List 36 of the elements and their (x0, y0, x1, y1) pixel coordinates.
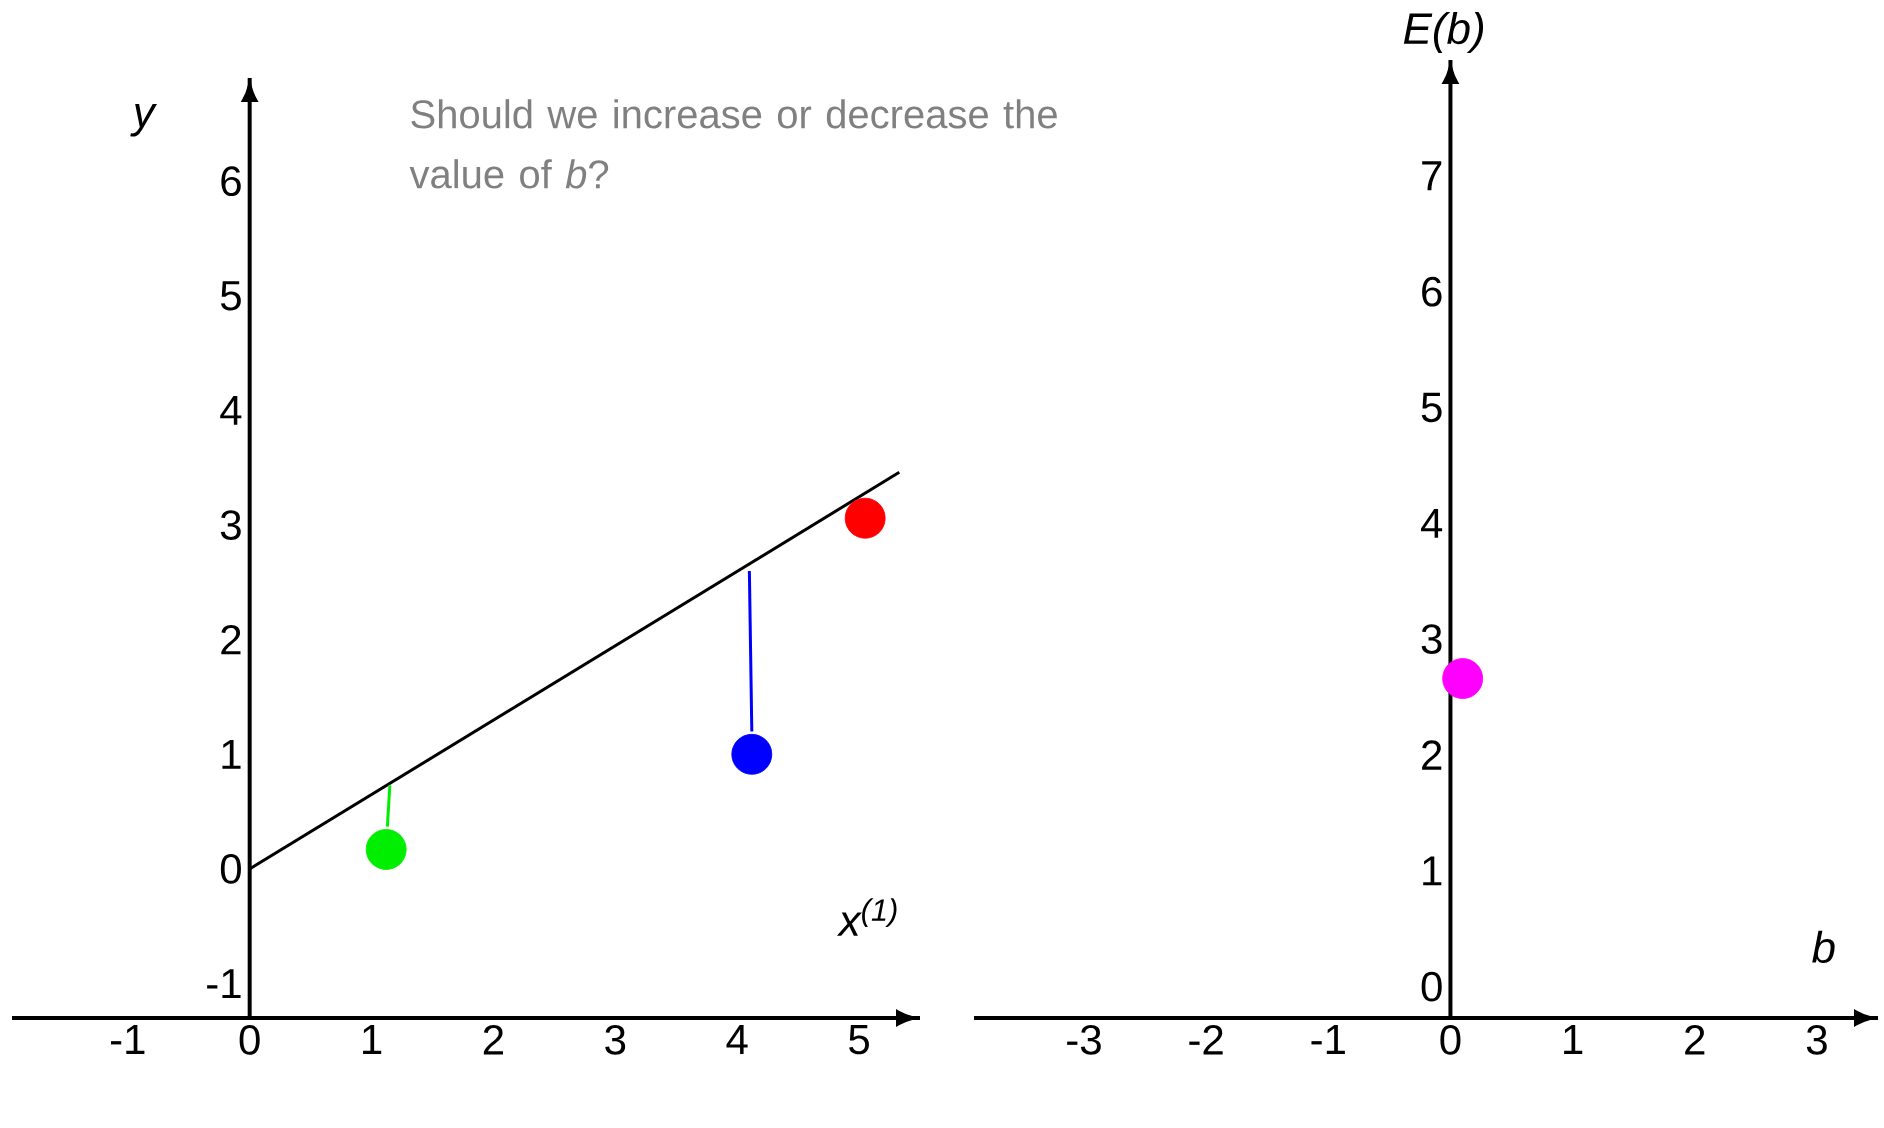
y-tick-label: -1 (207, 969, 241, 999)
y-tick-label: 3 (1421, 624, 1442, 655)
point (731, 733, 773, 775)
x-axis-title: x$^{(1)}$ (836, 898, 897, 936)
y-tick-label: 0 (1421, 971, 1442, 1002)
x-tick-label: -2 (1189, 1025, 1223, 1055)
annotation: Should we increase or decrease the value of b? (409, 99, 1057, 189)
y-tick-label: 6 (221, 166, 241, 197)
y-tick-label: 4 (1420, 508, 1443, 538)
y-tick-label: 4 (220, 395, 242, 425)
y-tick-label: 7 (1422, 161, 1442, 191)
y-tick-label: 3 (220, 510, 241, 540)
point (365, 829, 407, 870)
y-tick-label: 5 (220, 281, 241, 311)
x-tick-label: 4 (726, 1025, 748, 1054)
y-tick-label: 5 (1421, 392, 1442, 423)
x-tick-label: 2 (483, 1025, 503, 1055)
x-axis-title: b (1812, 930, 1835, 964)
x-tick-label: 3 (605, 1025, 626, 1055)
x-tick-label: 1 (1564, 1025, 1583, 1054)
y-tick-label: 6 (1422, 276, 1442, 307)
x-tick-label: 3 (1806, 1025, 1827, 1055)
y-tick-label: 0 (220, 854, 241, 884)
x-tick-label: -1 (1311, 1025, 1345, 1054)
x-tick-label: 5 (849, 1025, 869, 1055)
y-axis-title: E(b) (1403, 11, 1484, 53)
y-tick-label: 1 (222, 739, 241, 769)
y-tick-label: 1 (1423, 856, 1442, 886)
y-axis-title: y (130, 104, 157, 137)
x-tick-label: -3 (1067, 1025, 1101, 1055)
x-tick-label: -1 (110, 1025, 145, 1054)
y-tick-label: 2 (1422, 740, 1442, 770)
x-tick-label: 2 (1685, 1025, 1705, 1055)
x-tick-label: 1 (363, 1025, 382, 1054)
y-tick-label: 2 (221, 625, 241, 655)
point (844, 497, 886, 539)
